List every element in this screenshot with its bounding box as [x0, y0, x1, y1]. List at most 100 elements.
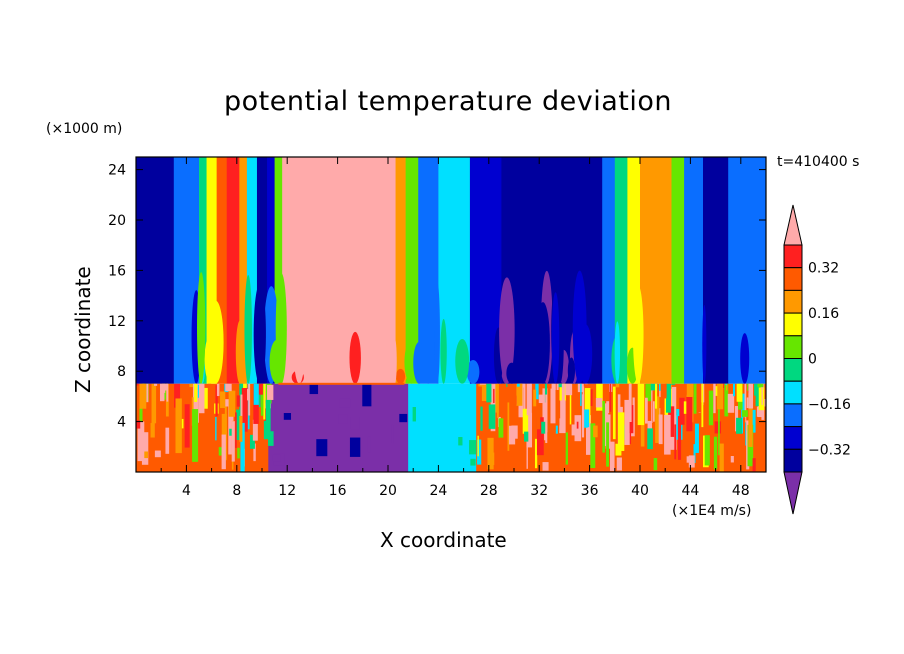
- contour-plume: [440, 318, 447, 384]
- contour-eddy: [507, 402, 510, 451]
- contour-column: [239, 157, 248, 384]
- colorbar-box: [783, 289, 803, 314]
- contour-eddy: [139, 383, 147, 409]
- contour-eddy: [576, 421, 579, 429]
- contour-eddy: [150, 422, 155, 438]
- x-tick-label: 44: [681, 483, 699, 499]
- contour-plume: [499, 277, 515, 384]
- contour-plume: [197, 272, 206, 384]
- y-tick-label: 4: [117, 415, 126, 431]
- contour-eddy: [752, 458, 756, 472]
- colorbar-box: [783, 403, 803, 428]
- contour-eddy: [603, 403, 609, 447]
- contour-eddy: [362, 383, 372, 407]
- contour-eddy: [650, 383, 658, 391]
- contour-plume: [253, 284, 266, 384]
- contour-eddy: [647, 428, 653, 450]
- contour-eddy: [758, 387, 765, 411]
- time-label: t=410400 s: [777, 154, 860, 170]
- contour-layer-segment: [268, 383, 409, 472]
- contour-eddy: [725, 383, 727, 386]
- contour-eddy: [754, 383, 761, 407]
- contour-eddy: [192, 383, 199, 423]
- contour-eddy: [252, 419, 258, 441]
- contour-eddy: [141, 451, 148, 459]
- contour-eddy: [654, 383, 658, 409]
- contour-eddy: [545, 394, 548, 444]
- contour-eddy: [215, 385, 218, 417]
- contour-eddy: [516, 383, 523, 406]
- contour-eddy: [757, 383, 764, 388]
- contour-plume: [466, 360, 480, 384]
- contour-eddy: [501, 383, 507, 397]
- contour-plume: [295, 288, 303, 384]
- contour-eddy: [339, 398, 351, 408]
- contour-eddy: [596, 383, 603, 411]
- colorbar-box: [783, 267, 803, 291]
- contour-eddy: [493, 388, 495, 403]
- contour-eddy: [628, 383, 632, 423]
- contour-plume: [514, 343, 530, 384]
- contour-eddy: [742, 417, 746, 449]
- contour-eddy: [609, 383, 612, 412]
- contour-eddy: [240, 394, 243, 422]
- contour-eddy: [713, 436, 718, 470]
- contour-eddy: [514, 383, 518, 396]
- contour-eddy: [221, 434, 226, 470]
- contour-eddy: [237, 447, 240, 459]
- contour-eddy: [197, 383, 200, 398]
- contour-eddy: [161, 383, 166, 393]
- contour-eddy: [225, 383, 232, 392]
- plot-frame: [135, 156, 767, 473]
- colorbar-box: [783, 448, 803, 473]
- contour-eddy: [151, 383, 157, 424]
- contour-plume: [313, 318, 327, 384]
- contour-eddy: [154, 383, 158, 386]
- contour-eddy: [660, 383, 667, 399]
- contour-eddy: [516, 383, 520, 387]
- contour-eddy: [526, 383, 532, 416]
- contour-column: [199, 157, 208, 384]
- contour-eddy: [316, 439, 328, 457]
- contour-eddy: [265, 399, 271, 432]
- contour-plume: [275, 273, 287, 384]
- contour-eddy: [192, 409, 199, 462]
- contour-eddy: [253, 443, 256, 462]
- contour-plume: [330, 290, 337, 384]
- contour-eddy: [518, 408, 520, 416]
- contour-eddy: [534, 438, 538, 469]
- contour-column: [206, 157, 218, 384]
- contour-column: [246, 157, 258, 384]
- contour-eddy: [704, 435, 710, 466]
- contour-column: [602, 157, 616, 384]
- contour-eddy: [645, 397, 648, 424]
- contour-eddy: [589, 389, 593, 407]
- contour-eddy: [498, 418, 504, 438]
- contour-eddy: [748, 383, 754, 409]
- contour-eddy: [533, 389, 537, 407]
- colorbar-box: [783, 358, 803, 382]
- contour-eddy: [466, 400, 474, 412]
- contour-eddy: [674, 424, 677, 460]
- contour-plume: [455, 338, 470, 384]
- contour-eddy: [479, 383, 486, 385]
- contour-eddy: [651, 383, 653, 423]
- contour-eddy: [174, 383, 181, 408]
- contour-eddy: [391, 424, 394, 444]
- contour-eddy: [260, 385, 264, 416]
- y-axis-label: Z coordinate: [71, 266, 95, 393]
- colorbar-box: [783, 426, 803, 450]
- contour-eddy: [544, 383, 548, 403]
- contour-column: [226, 157, 240, 384]
- colorbar-box: [783, 380, 803, 405]
- contour-eddy: [493, 383, 499, 413]
- contour-plume: [349, 331, 361, 384]
- contour-eddy: [526, 412, 533, 448]
- colorbar-tick-label: 0.32: [808, 261, 839, 277]
- contour-eddy: [653, 458, 658, 471]
- contour-eddy: [523, 383, 526, 424]
- contour-column: [640, 157, 672, 384]
- y-tick-label: 16: [108, 263, 126, 279]
- contour-column: [216, 157, 228, 384]
- contour-eddy: [593, 425, 598, 438]
